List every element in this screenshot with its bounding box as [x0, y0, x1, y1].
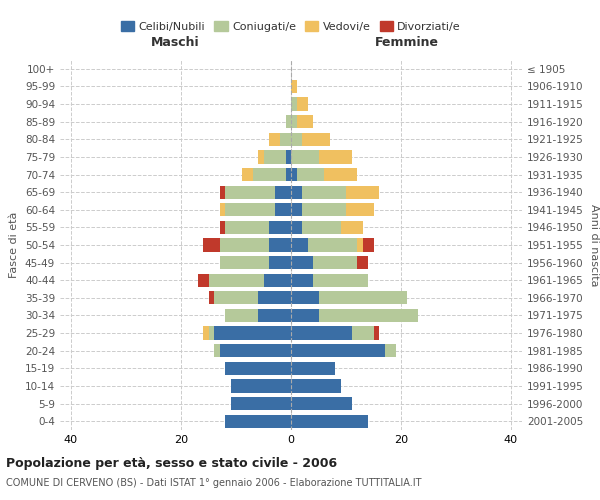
- Bar: [253, 168, 286, 181]
- Bar: [362, 238, 373, 252]
- Bar: [203, 238, 220, 252]
- Bar: [258, 291, 291, 304]
- Bar: [220, 256, 269, 269]
- Bar: [291, 150, 319, 164]
- Y-axis label: Anni di nascita: Anni di nascita: [589, 204, 599, 286]
- Bar: [225, 221, 269, 234]
- Bar: [258, 309, 291, 322]
- Bar: [225, 186, 275, 198]
- Bar: [319, 150, 352, 164]
- Bar: [225, 414, 291, 428]
- Bar: [220, 238, 269, 252]
- Bar: [291, 203, 302, 216]
- Bar: [291, 98, 296, 110]
- Bar: [214, 344, 220, 358]
- Bar: [258, 150, 263, 164]
- Bar: [230, 397, 291, 410]
- Bar: [263, 150, 286, 164]
- Bar: [275, 203, 291, 216]
- Bar: [220, 344, 291, 358]
- Bar: [291, 380, 341, 392]
- Y-axis label: Fasce di età: Fasce di età: [10, 212, 19, 278]
- Bar: [291, 344, 385, 358]
- Bar: [280, 132, 291, 146]
- Bar: [296, 115, 313, 128]
- Bar: [291, 221, 302, 234]
- Bar: [296, 98, 308, 110]
- Bar: [225, 362, 291, 375]
- Bar: [308, 238, 357, 252]
- Bar: [269, 132, 280, 146]
- Bar: [319, 291, 407, 304]
- Bar: [291, 256, 313, 269]
- Bar: [286, 115, 291, 128]
- Bar: [209, 291, 214, 304]
- Bar: [220, 221, 225, 234]
- Bar: [263, 274, 291, 287]
- Bar: [214, 291, 258, 304]
- Legend: Celibi/Nubili, Coniugati/e, Vedovi/e, Divorziati/e: Celibi/Nubili, Coniugati/e, Vedovi/e, Di…: [118, 18, 464, 35]
- Bar: [275, 186, 291, 198]
- Bar: [373, 326, 379, 340]
- Bar: [209, 274, 263, 287]
- Bar: [225, 309, 258, 322]
- Bar: [230, 380, 291, 392]
- Bar: [291, 274, 313, 287]
- Bar: [313, 256, 357, 269]
- Bar: [352, 326, 373, 340]
- Bar: [203, 326, 209, 340]
- Bar: [313, 274, 368, 287]
- Bar: [357, 238, 362, 252]
- Bar: [291, 414, 368, 428]
- Bar: [341, 221, 362, 234]
- Text: Popolazione per età, sesso e stato civile - 2006: Popolazione per età, sesso e stato civil…: [6, 458, 337, 470]
- Bar: [269, 256, 291, 269]
- Bar: [214, 326, 291, 340]
- Bar: [302, 203, 346, 216]
- Bar: [286, 150, 291, 164]
- Bar: [209, 326, 214, 340]
- Bar: [296, 168, 324, 181]
- Bar: [385, 344, 395, 358]
- Bar: [302, 132, 329, 146]
- Bar: [291, 186, 302, 198]
- Bar: [220, 186, 225, 198]
- Bar: [291, 80, 296, 93]
- Bar: [291, 115, 296, 128]
- Bar: [357, 256, 368, 269]
- Bar: [324, 168, 357, 181]
- Bar: [291, 291, 319, 304]
- Text: Maschi: Maschi: [151, 36, 200, 50]
- Bar: [302, 186, 346, 198]
- Bar: [286, 168, 291, 181]
- Bar: [346, 186, 379, 198]
- Bar: [319, 309, 418, 322]
- Bar: [302, 221, 341, 234]
- Bar: [346, 203, 373, 216]
- Bar: [291, 238, 308, 252]
- Bar: [291, 168, 296, 181]
- Text: COMUNE DI CERVENO (BS) - Dati ISTAT 1° gennaio 2006 - Elaborazione TUTTITALIA.IT: COMUNE DI CERVENO (BS) - Dati ISTAT 1° g…: [6, 478, 421, 488]
- Bar: [291, 309, 319, 322]
- Bar: [269, 238, 291, 252]
- Bar: [241, 168, 253, 181]
- Text: Femmine: Femmine: [374, 36, 439, 50]
- Bar: [291, 397, 352, 410]
- Bar: [291, 132, 302, 146]
- Bar: [197, 274, 209, 287]
- Bar: [291, 326, 352, 340]
- Bar: [225, 203, 275, 216]
- Bar: [269, 221, 291, 234]
- Bar: [220, 203, 225, 216]
- Bar: [291, 362, 335, 375]
